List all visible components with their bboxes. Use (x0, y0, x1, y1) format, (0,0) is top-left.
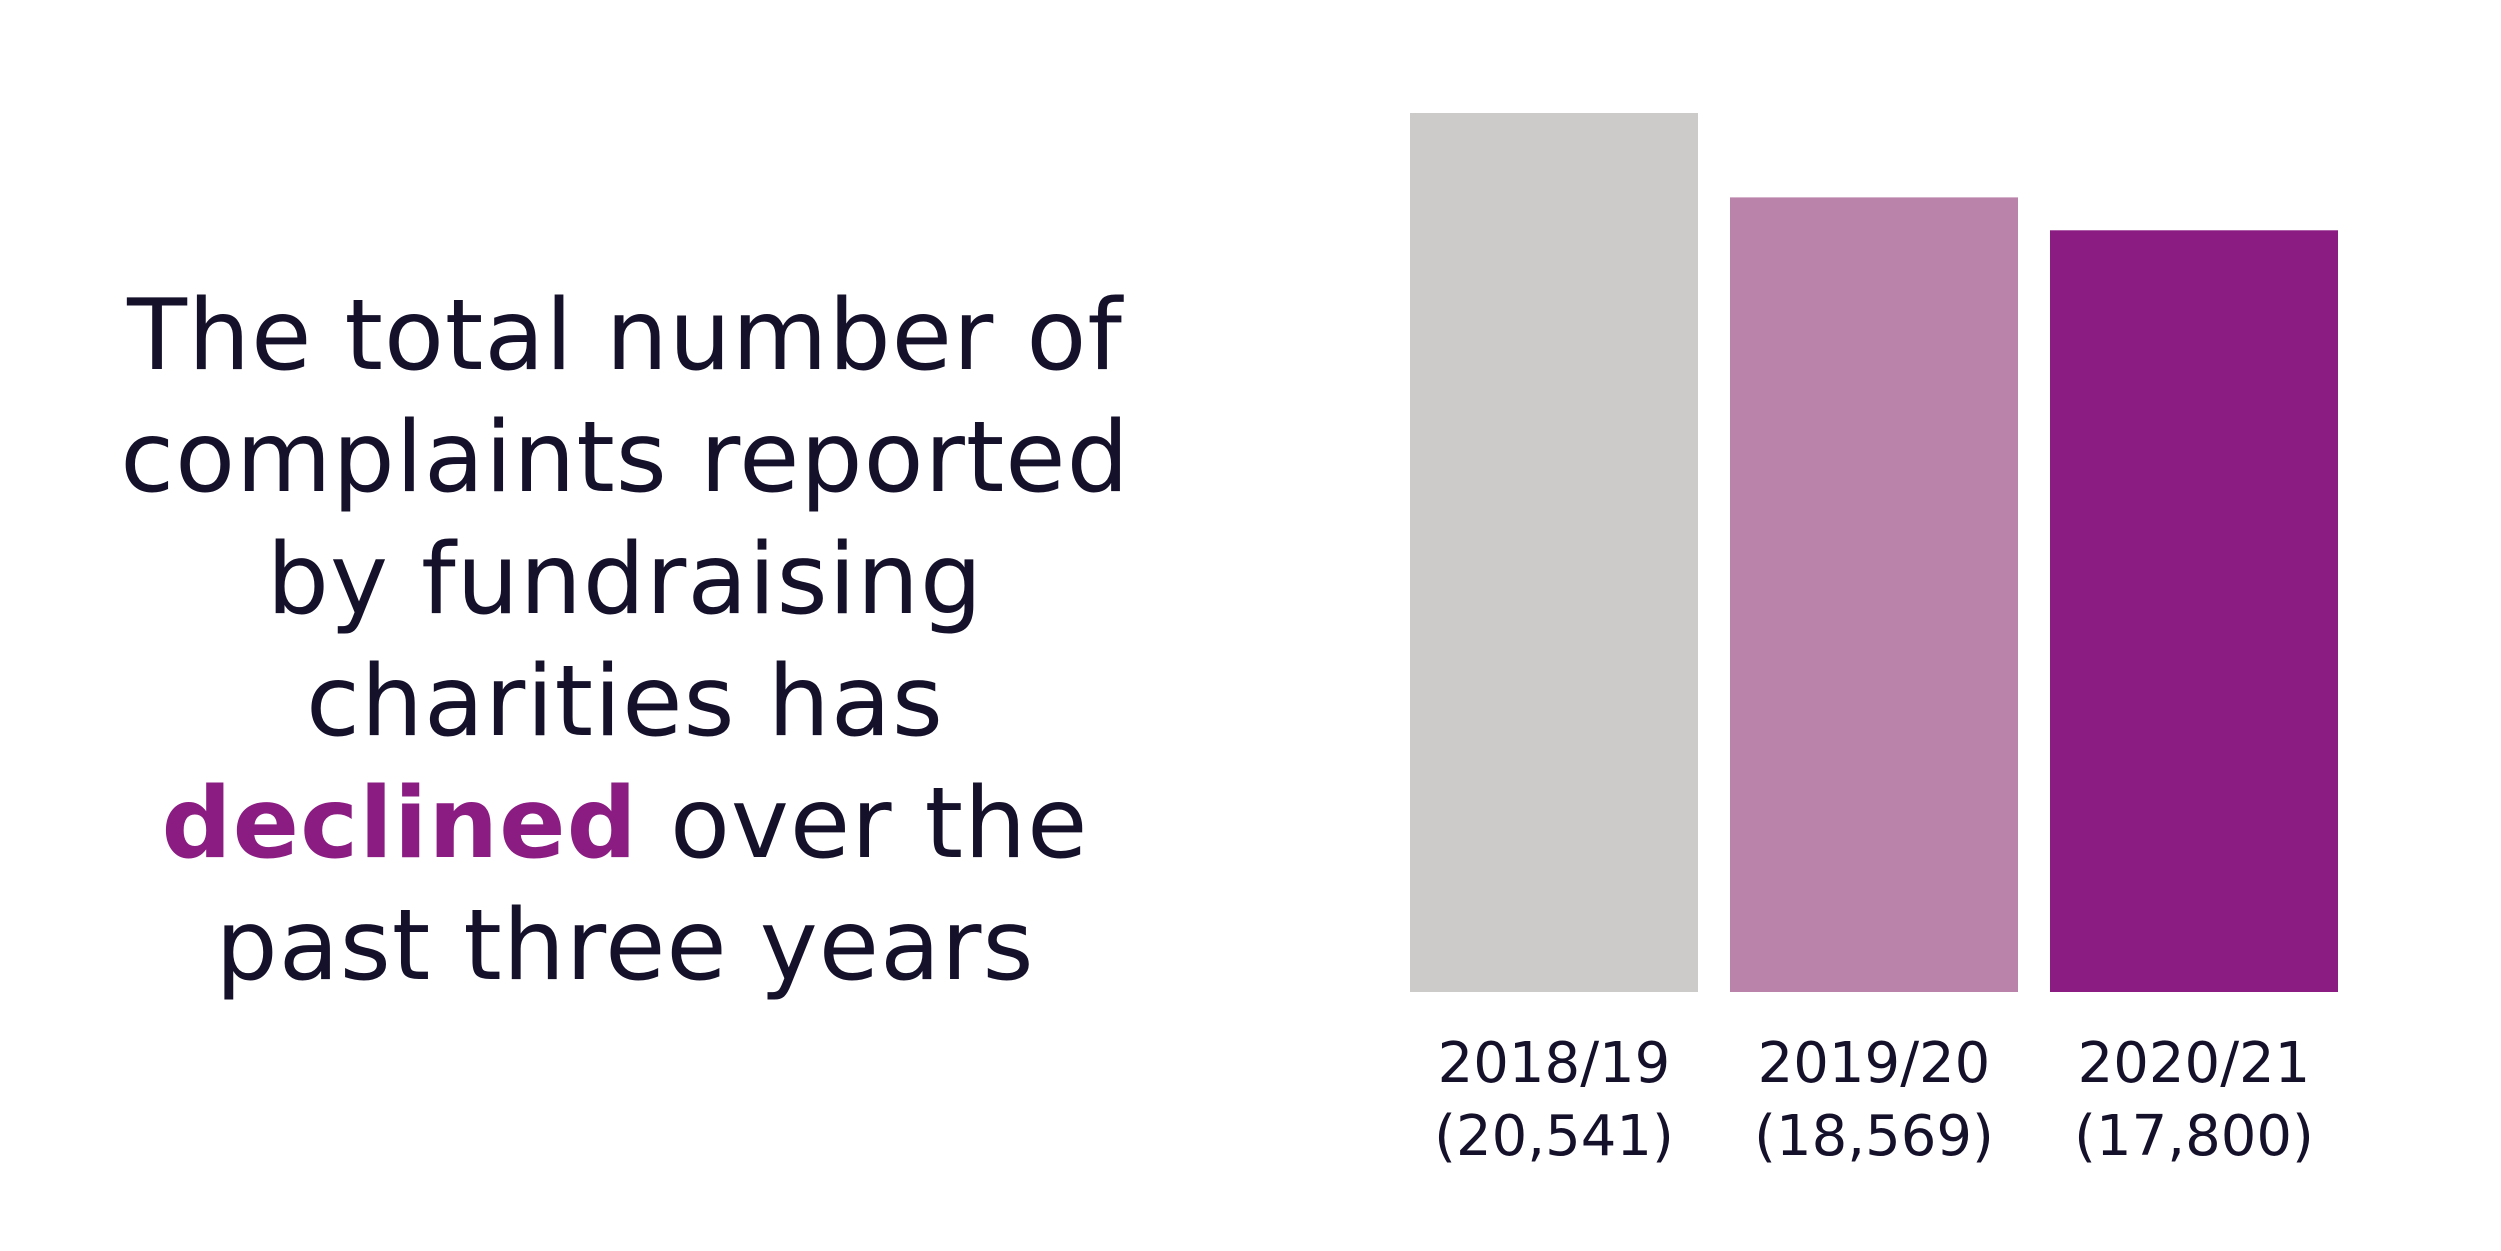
data-label: (20,541) (1434, 1104, 1674, 1169)
headline: The total number of complaints reported … (60, 275, 1190, 1007)
bar-2018-19 (1410, 113, 1698, 992)
headline-line: by fundraising (266, 523, 984, 637)
data-label: (17,800) (2074, 1104, 2314, 1169)
headline-line-rest: over the (637, 767, 1089, 881)
headline-emphasis: declined (161, 767, 638, 881)
bar-2019-20 (1730, 197, 2018, 993)
headline-line: past three years (215, 889, 1035, 1003)
headline-line: declined over the (60, 763, 1190, 885)
headline-line: complaints reported (120, 401, 1130, 515)
headline-line: The total number of (127, 279, 1123, 393)
x-tick-label: 2018/19 (1438, 1031, 1671, 1096)
bar-2020-21 (2050, 230, 2338, 993)
headline-line: charities has (306, 645, 944, 759)
x-tick-label: 2020/21 (2078, 1031, 2311, 1096)
data-label: (18,569) (1754, 1104, 1994, 1169)
x-tick-label: 2019/20 (1758, 1031, 1991, 1096)
